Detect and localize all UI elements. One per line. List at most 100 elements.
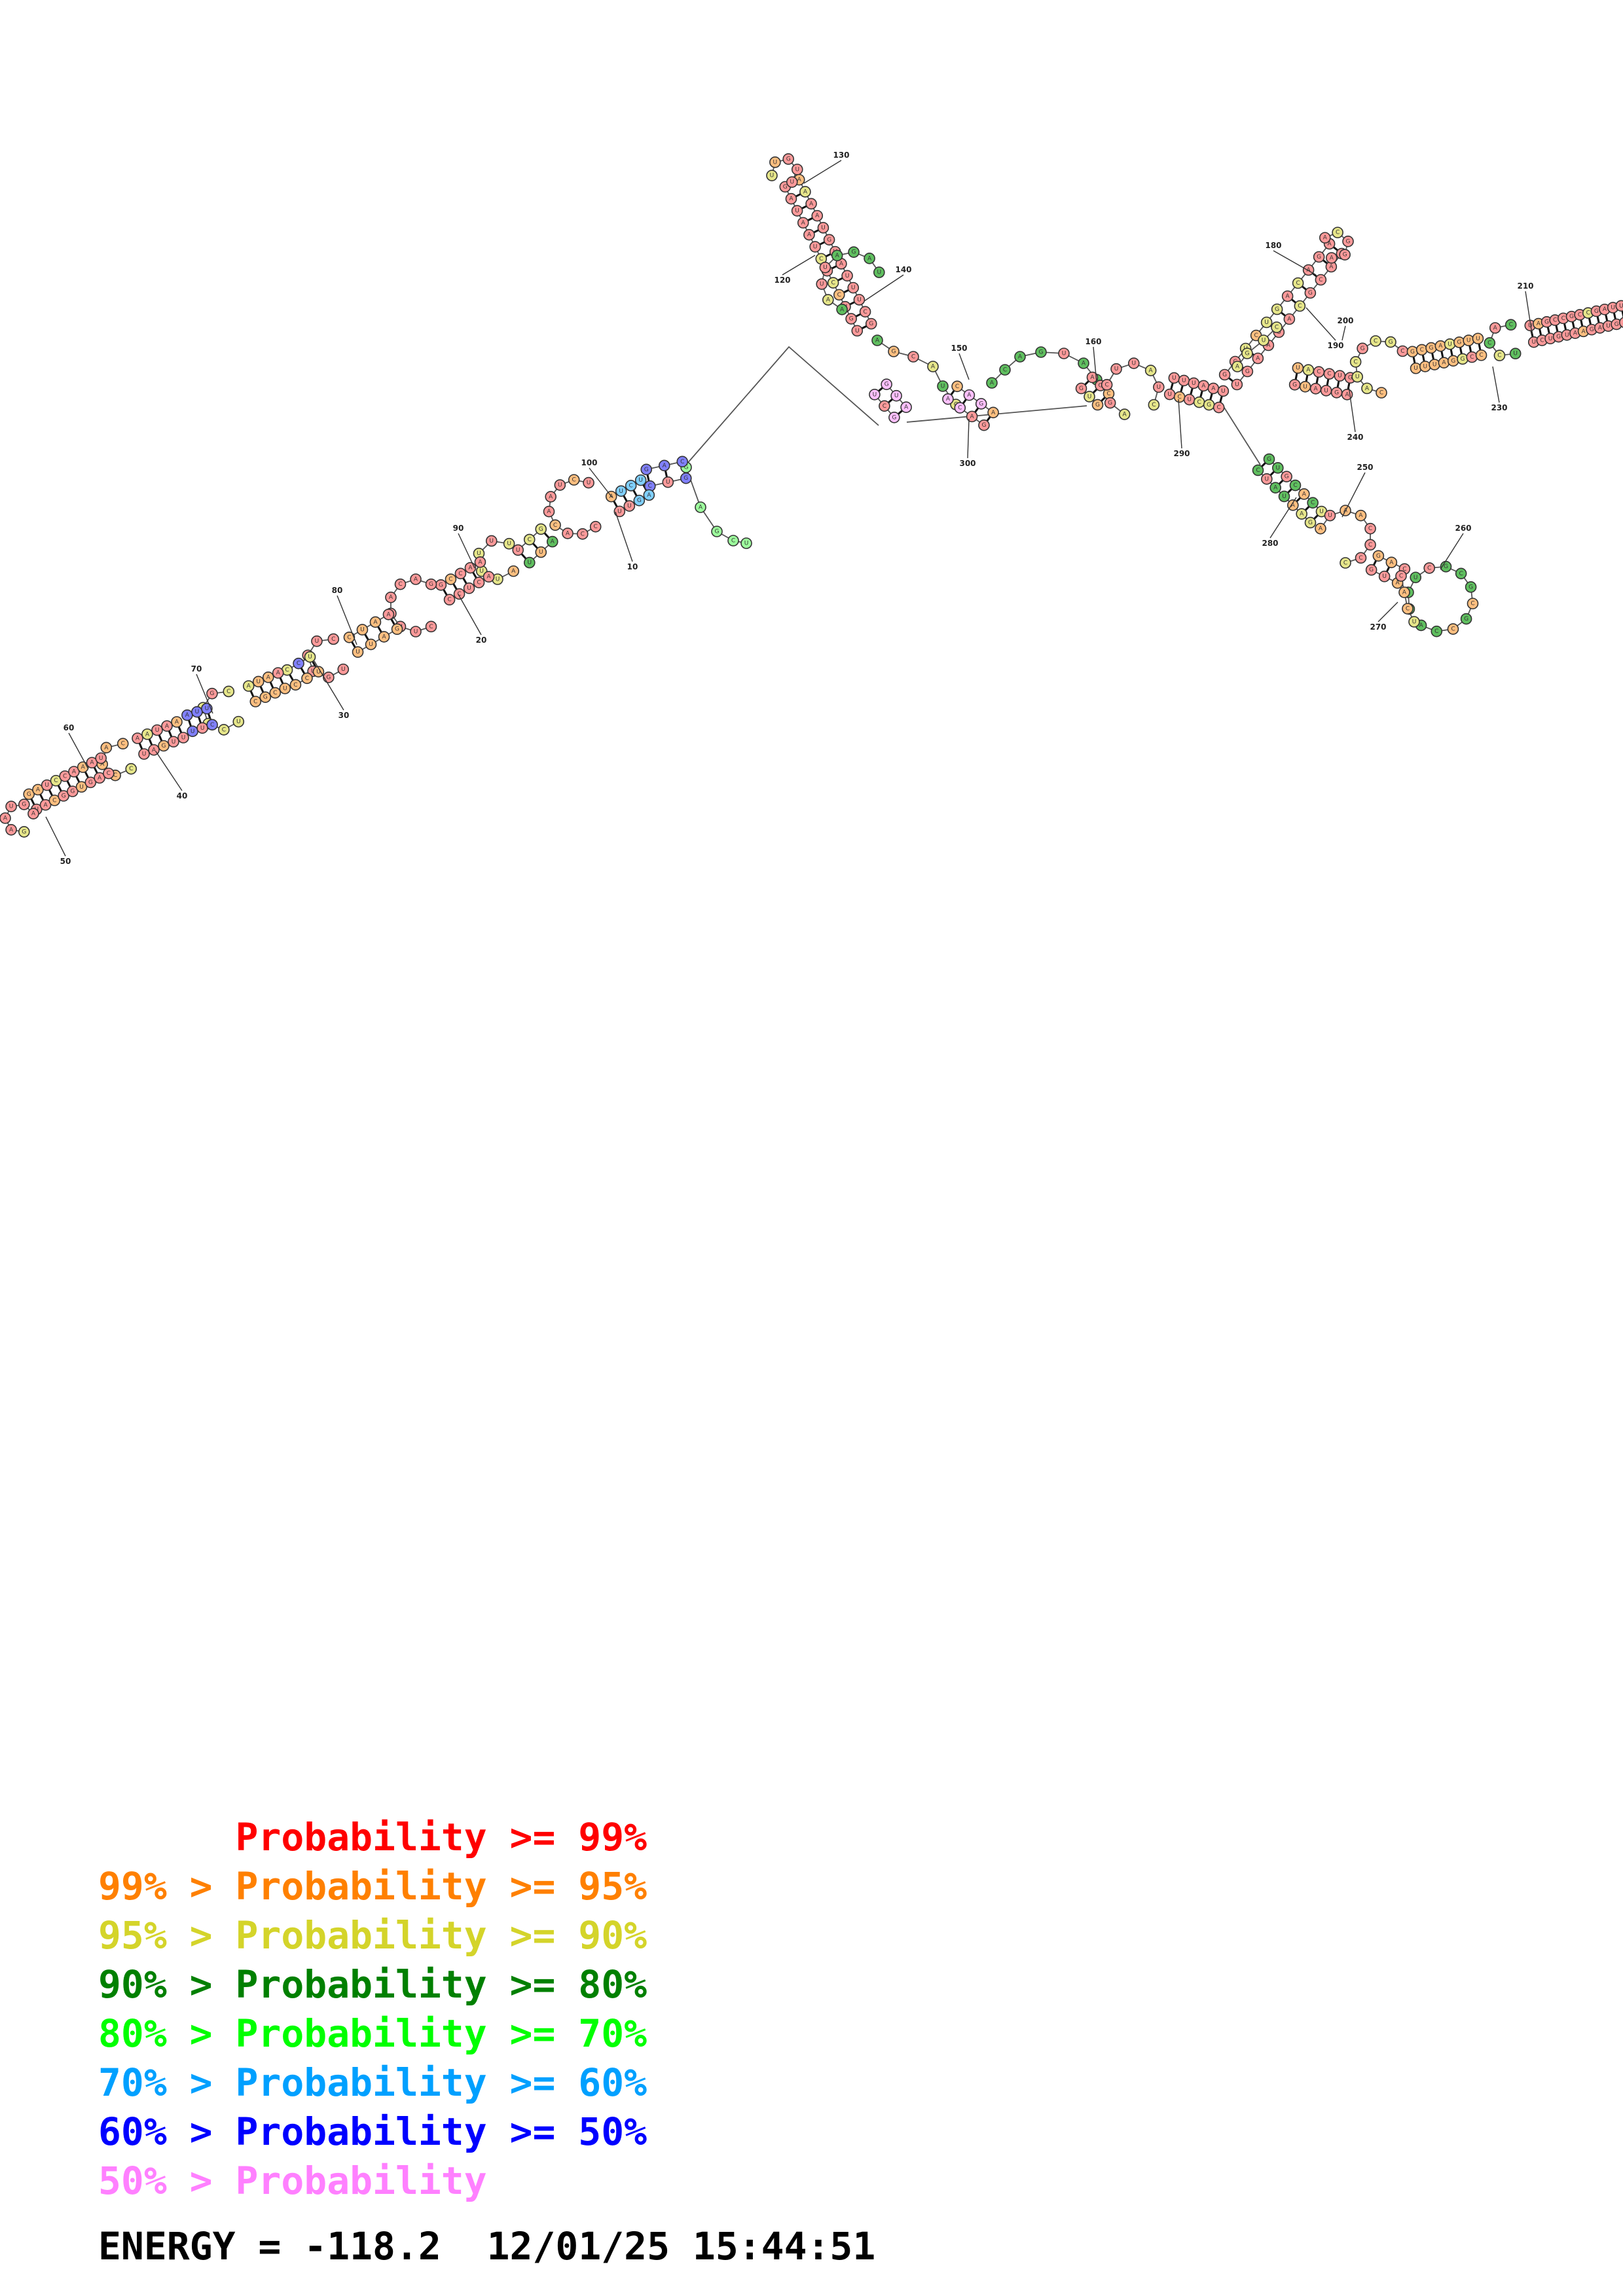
- nucleotide: C: [999, 364, 1011, 376]
- svg-text:G: G: [1245, 368, 1250, 375]
- svg-text:G: G: [644, 467, 649, 473]
- nucleotide: G: [1304, 516, 1317, 529]
- nucleotide: G: [1091, 399, 1104, 411]
- nucleotide: C: [269, 687, 282, 699]
- nucleotide: C: [445, 573, 457, 585]
- nucleotide: G: [1465, 581, 1477, 593]
- nucleotide: U: [503, 537, 515, 550]
- svg-text:G: G: [1464, 616, 1468, 622]
- svg-text:U: U: [236, 719, 241, 725]
- index-label: 10: [627, 562, 638, 571]
- svg-text:C: C: [553, 522, 557, 529]
- svg-text:U: U: [191, 728, 195, 735]
- svg-text:A: A: [931, 364, 936, 370]
- svg-text:U: U: [941, 384, 945, 390]
- svg-text:U: U: [256, 679, 261, 685]
- nucleotide: U: [819, 261, 831, 274]
- index-tick: [589, 467, 613, 498]
- svg-text:C: C: [347, 634, 351, 641]
- svg-text:A: A: [875, 338, 880, 344]
- svg-text:A: A: [31, 811, 36, 817]
- nucleotide: U: [365, 638, 377, 651]
- nucleotide: A: [507, 565, 520, 577]
- svg-text:G: G: [1207, 402, 1211, 408]
- svg-text:G: G: [1317, 254, 1321, 260]
- nucleotide: U: [535, 546, 547, 558]
- svg-text:C: C: [528, 537, 532, 543]
- svg-text:U: U: [1467, 338, 1471, 344]
- svg-text:G: G: [162, 743, 166, 749]
- nucleotide: U: [1058, 348, 1070, 359]
- svg-text:A: A: [803, 188, 808, 195]
- legend-item: Probability >= 99%: [98, 1815, 647, 1859]
- svg-text:U: U: [1513, 351, 1518, 357]
- nucleotide: G: [1241, 348, 1253, 359]
- connector: [1220, 402, 1261, 465]
- svg-text:G: G: [637, 497, 642, 504]
- nucleotide: A: [871, 334, 883, 346]
- svg-text:A: A: [1581, 329, 1586, 335]
- nucleotide: U: [187, 725, 198, 738]
- svg-text:G: G: [852, 249, 856, 256]
- svg-text:G: G: [1108, 400, 1112, 406]
- index-tick: [1492, 366, 1500, 403]
- svg-text:U: U: [1476, 336, 1480, 342]
- svg-text:C: C: [297, 660, 301, 667]
- nucleotide: A: [385, 591, 397, 603]
- svg-text:A: A: [1359, 512, 1363, 519]
- svg-text:A: A: [1323, 235, 1328, 242]
- single-strand: [1237, 327, 1277, 367]
- nucleotide: U: [662, 476, 674, 488]
- index-tick: [1525, 291, 1533, 334]
- svg-text:U: U: [795, 166, 799, 173]
- nucleotide: U: [191, 706, 203, 718]
- nucleotide: U: [766, 170, 778, 181]
- svg-text:A: A: [1306, 367, 1311, 374]
- nucleotide: U: [816, 278, 828, 290]
- svg-text:A: A: [1493, 325, 1498, 331]
- svg-text:U: U: [489, 538, 494, 545]
- svg-text:U: U: [1324, 387, 1328, 394]
- nucleotide: U: [1258, 334, 1269, 346]
- nucleotide: C: [1370, 335, 1381, 347]
- svg-text:U: U: [316, 669, 321, 675]
- svg-text:A: A: [797, 177, 802, 183]
- svg-text:C: C: [1296, 280, 1300, 287]
- nucleotide: A: [1438, 357, 1450, 368]
- svg-text:A: A: [1149, 368, 1154, 374]
- nucleotide: C: [523, 533, 536, 546]
- svg-text:G: G: [62, 793, 66, 800]
- nucleotide: G: [1035, 346, 1047, 358]
- svg-text:A: A: [547, 509, 551, 515]
- nucleotide: A: [1269, 482, 1281, 493]
- svg-text:A: A: [867, 255, 872, 262]
- svg-text:C: C: [819, 256, 823, 262]
- nucleotide: U: [1178, 374, 1190, 387]
- svg-text:U: U: [587, 480, 591, 486]
- svg-text:G: G: [1292, 382, 1297, 388]
- nucleotide: A: [1434, 340, 1447, 352]
- svg-text:U: U: [9, 804, 14, 810]
- svg-text:C: C: [1343, 560, 1347, 567]
- svg-text:U: U: [1338, 373, 1342, 380]
- nucleotide: A: [927, 361, 939, 372]
- svg-text:C: C: [581, 531, 585, 537]
- svg-text:A: A: [43, 802, 48, 808]
- nucleotide: A: [831, 249, 843, 262]
- nucleotide: A: [272, 667, 284, 679]
- nucleotide: A: [1283, 313, 1296, 325]
- svg-text:G: G: [1556, 334, 1561, 340]
- svg-text:U: U: [1187, 397, 1192, 403]
- svg-text:U: U: [99, 755, 103, 762]
- svg-text:C: C: [680, 459, 684, 465]
- nucleotide: U: [1183, 393, 1195, 406]
- svg-text:C: C: [1256, 467, 1260, 474]
- svg-text:U: U: [1167, 391, 1172, 398]
- svg-text:U: U: [855, 328, 860, 334]
- nucleotide: C: [1415, 344, 1428, 356]
- svg-text:U: U: [1265, 476, 1269, 482]
- nucleotide: A: [1302, 264, 1315, 276]
- svg-text:U: U: [558, 482, 562, 489]
- nucleotide: A: [543, 505, 555, 518]
- index-label: 260: [1455, 524, 1471, 533]
